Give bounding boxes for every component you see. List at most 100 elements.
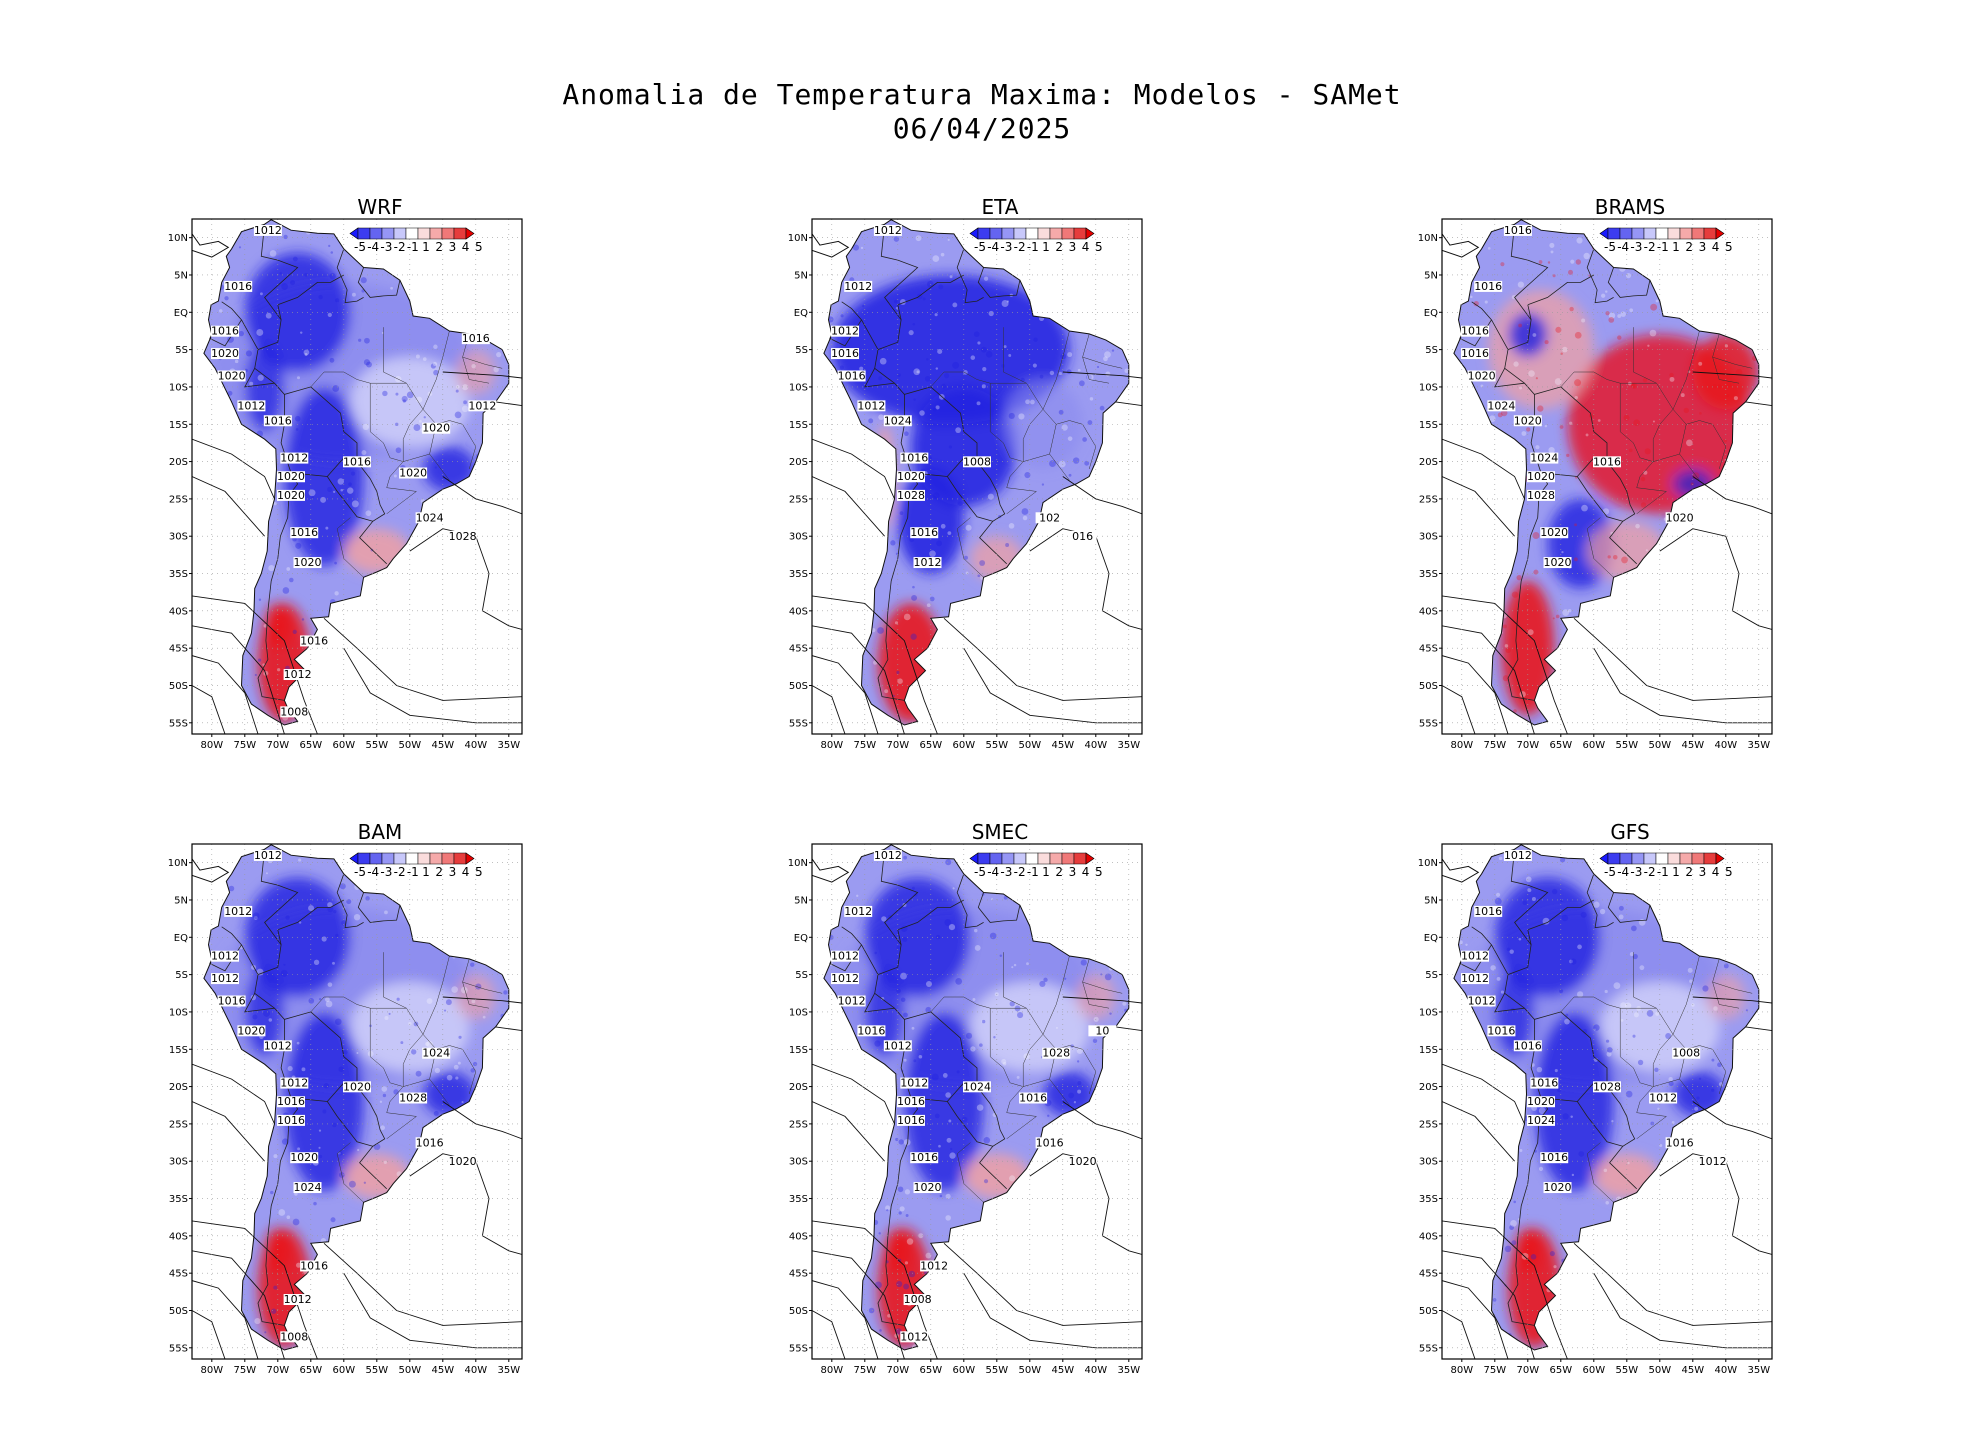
lon-tick-label: 65W: [919, 1365, 942, 1376]
lon-tick-label: 80W: [820, 740, 843, 751]
pressure-label: 1020: [1544, 556, 1572, 569]
colorbar-label: 2: [1055, 865, 1063, 879]
pressure-label: 1020: [897, 470, 925, 483]
lon-tick-label: 65W: [299, 1365, 322, 1376]
colorbar-label: -2: [394, 240, 406, 254]
pressure-label: 1016: [831, 347, 859, 360]
pressure-label: 1012: [468, 399, 496, 412]
pressure-label: 1016: [1036, 1136, 1064, 1149]
pressure-label: 016: [1072, 530, 1093, 543]
pressure-label: 1012: [264, 1039, 292, 1052]
pressure-labels: 1012101210121012101210161012101210161016…: [831, 849, 1117, 1343]
colorbar-label: -3: [380, 865, 392, 879]
pressure-label: 1028: [1527, 489, 1555, 502]
pressure-label: 1020: [1527, 1095, 1555, 1108]
lon-tick-label: 70W: [266, 1365, 289, 1376]
map-plot: 10N 5N EQ 5S 10S 15S 20S 25S 30S 35S 40S 45S 50S 55S 8…: [1418, 218, 1773, 751]
pressure-label: 1020: [1666, 511, 1694, 524]
pressure-label: 1020: [277, 489, 305, 502]
colorbar-label: -4: [1617, 865, 1629, 879]
lat-tick-label: 10N: [1418, 858, 1438, 869]
lon-tick-label: 50W: [398, 740, 421, 751]
pressure-label: 1024: [884, 414, 912, 427]
lon-tick-label: 40W: [1714, 740, 1737, 751]
pressure-label: 1028: [399, 1092, 427, 1105]
map-plot: 10N 5N EQ 5S 10S 15S 20S 25S 30S 35S 40S 45S 50S 55S 8…: [1418, 843, 1773, 1376]
lon-tick-label: 75W: [853, 1365, 876, 1376]
pressure-label: 1012: [838, 994, 866, 1007]
pressure-label: 1016: [1504, 224, 1532, 237]
colorbar-label: -5: [354, 240, 366, 254]
colorbar-label: -1: [407, 240, 419, 254]
lon-tick-label: 60W: [952, 740, 975, 751]
lat-tick-label: 10S: [1419, 382, 1438, 393]
pressure-label: 1016: [300, 634, 328, 647]
pressure-label: 1012: [844, 905, 872, 918]
colorbar-label: -3: [1000, 240, 1012, 254]
pressure-label: 1016: [1019, 1092, 1047, 1105]
lat-tick-label: 15S: [169, 1045, 188, 1056]
pressure-label: 1016: [1461, 347, 1489, 360]
colorbar-label: -1: [1657, 865, 1669, 879]
lat-tick-label: 5N: [1424, 270, 1438, 281]
lat-tick-label: EQ: [1424, 308, 1438, 319]
map-panel-brams: BRAMS 10N 5N EQ 5S 10S 15S 20S 25S 30S 35S 40S 45S 50…: [1418, 195, 1840, 755]
pressure-label: 1016: [224, 280, 252, 293]
lat-tick-label: 20S: [1419, 1082, 1438, 1093]
colorbar-label: -2: [394, 865, 406, 879]
lat-tick-label: 50S: [789, 1306, 808, 1317]
lat-tick-label: 35S: [1419, 1194, 1438, 1205]
lon-tick-label: 40W: [1084, 740, 1107, 751]
lon-tick-label: 75W: [1483, 740, 1506, 751]
colorbar-label: -2: [1644, 865, 1656, 879]
lon-tick-label: 45W: [1681, 740, 1704, 751]
colorbar-label: -3: [1000, 865, 1012, 879]
pressure-label: 1012: [254, 849, 282, 862]
lon-tick-label: 55W: [365, 1365, 388, 1376]
colorbar-label: 1: [422, 865, 430, 879]
lat-tick-label: 5S: [795, 345, 808, 356]
pressure-labels: 1012 1016 1012 1012 1012 1016 1016 1016 1020 1024…: [1461, 849, 1727, 1194]
lon-tick-label: 45W: [1051, 1365, 1074, 1376]
lat-tick-label: 10S: [789, 382, 808, 393]
pressure-label: 1016: [838, 369, 866, 382]
pressure-label: 1020: [211, 347, 239, 360]
colorbar-label: 2: [1685, 865, 1693, 879]
pressure-label: 1028: [449, 530, 477, 543]
lon-tick-label: 50W: [1018, 1365, 1041, 1376]
lat-tick-label: 5S: [175, 345, 188, 356]
colorbar-label: -4: [1617, 240, 1629, 254]
lon-tick-label: 35W: [1117, 740, 1140, 751]
lat-tick-label: 5S: [1425, 970, 1438, 981]
lat-tick-label: 40S: [169, 1231, 188, 1242]
pressure-label: 1012: [900, 1077, 928, 1090]
pressure-label: 1020: [422, 422, 450, 435]
lat-tick-label: 15S: [789, 1045, 808, 1056]
colorbar-label: 2: [435, 240, 443, 254]
lat-tick-label: 20S: [789, 1082, 808, 1093]
pressure-label: 1012: [280, 452, 308, 465]
colorbar-label: 5: [1095, 865, 1103, 879]
pressure-label: 102: [1039, 511, 1060, 524]
pressure-label: 1020: [1544, 1181, 1572, 1194]
pressure-label: 1012: [1461, 950, 1489, 963]
pressure-label: 1012: [874, 224, 902, 237]
pressure-label: 1012: [831, 950, 859, 963]
lat-tick-label: 10N: [168, 858, 188, 869]
map-plot: 10N 5N EQ 5S 10S 15S 20S 25S 30S 35S 40S 45S 50S 55S 8…: [168, 218, 523, 751]
lon-tick-label: 70W: [1516, 740, 1539, 751]
pressure-label: 1020: [1527, 470, 1555, 483]
colorbar-label: 5: [1725, 240, 1733, 254]
colorbar-label: -2: [1014, 865, 1026, 879]
lon-tick-label: 50W: [1648, 740, 1671, 751]
map-panel-eta: ETA 10N 5N EQ 5S 10S 15S 20S 25S 30S 35S 40S 45S 50S 5…: [788, 195, 1210, 755]
pressure-label: 1028: [1593, 1080, 1621, 1093]
lat-tick-label: 35S: [1419, 569, 1438, 580]
colorbar-label: 5: [1095, 240, 1103, 254]
colorbar-label: 5: [475, 865, 483, 879]
colorbar-label: 4: [462, 240, 470, 254]
pressure-label: 1016: [462, 332, 490, 345]
lat-tick-label: 50S: [789, 681, 808, 692]
lon-tick-label: 55W: [985, 1365, 1008, 1376]
lon-tick-label: 55W: [365, 740, 388, 751]
